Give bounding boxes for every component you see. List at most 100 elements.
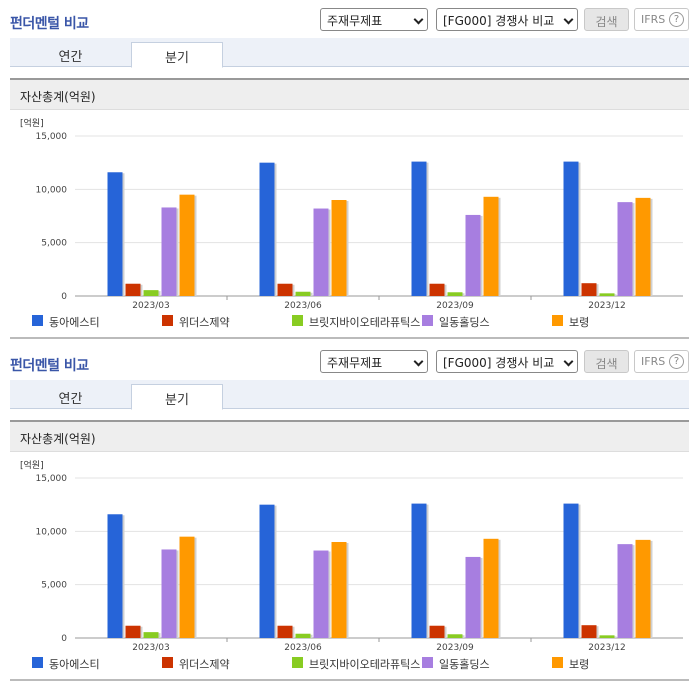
- search-button[interactable]: 검색: [584, 8, 629, 31]
- y-tick-label: 10,000: [36, 527, 68, 537]
- bar: [429, 625, 445, 638]
- period-tabs: 연간 분기: [10, 380, 689, 410]
- legend-label: 동아에스티: [49, 316, 100, 329]
- chart-svg: [억원] 0 5,000 10,000 15,000 2023/03 2023/06 2023…: [20, 459, 683, 653]
- bar: [277, 283, 293, 296]
- compare-select[interactable]: [FG000] 경쟁사 비교: [436, 8, 578, 31]
- bar: [161, 207, 177, 296]
- help-icon[interactable]: ?: [669, 12, 684, 27]
- legend-label: 일동홀딩스: [439, 658, 490, 671]
- legend-label: 보령: [569, 316, 590, 329]
- y-tick-label: 5,000: [41, 239, 67, 249]
- compare-select-value: [FG000] 경쟁사 비교: [443, 356, 555, 370]
- bar: [179, 536, 195, 638]
- legend-label: 동아에스티: [49, 658, 100, 671]
- chart-svg: [억원] 0 5,000 10,000 15,000 2023/03 2023/06 2023…: [20, 117, 683, 311]
- bar: [411, 503, 427, 638]
- bar: [313, 550, 329, 638]
- legend-swatch: [162, 657, 173, 668]
- bar: [465, 556, 481, 638]
- panel-title: 펀더멘털 비교: [10, 16, 89, 32]
- bar: [143, 632, 159, 638]
- panel-title: 펀더멘털 비교: [10, 358, 89, 374]
- y-tick-label: 0: [61, 292, 67, 302]
- bar: [635, 539, 651, 638]
- chevron-down-icon: [413, 356, 424, 367]
- fundamental-panel-1: 펀더멘털 비교 주재무제표 [FG000] 경쟁사 비교 검색 IFRS ? 연…: [10, 8, 689, 339]
- x-tick-label: 2023/03: [132, 643, 169, 653]
- unit-label: [억원]: [20, 117, 44, 129]
- bar: [125, 625, 141, 638]
- legend-label: 보령: [569, 658, 590, 671]
- ifrs-button[interactable]: IFRS ?: [634, 8, 689, 31]
- x-tick-label: 2023/12: [588, 301, 625, 311]
- bar: [411, 161, 427, 296]
- help-icon[interactable]: ?: [669, 354, 684, 369]
- bar: [483, 538, 499, 638]
- bar: [447, 292, 463, 296]
- x-tick-label: 2023/06: [284, 301, 322, 311]
- divider: [10, 679, 689, 681]
- bar: [429, 283, 445, 296]
- y-tick-label: 10,000: [36, 185, 68, 195]
- legend-swatch: [292, 315, 303, 326]
- legend-swatch: [32, 657, 43, 668]
- chevron-down-icon: [413, 14, 424, 25]
- unit-label: [억원]: [20, 459, 44, 471]
- search-button[interactable]: 검색: [584, 350, 629, 373]
- x-tick-label: 2023/09: [436, 301, 474, 311]
- bar: [143, 290, 159, 296]
- legend-swatch: [422, 315, 433, 326]
- chevron-down-icon: [563, 14, 574, 25]
- statement-select-value: 주재무제표: [327, 14, 383, 28]
- bar: [107, 514, 123, 638]
- bar: [331, 542, 347, 638]
- bar: [295, 291, 311, 296]
- divider: [10, 337, 689, 339]
- compare-select-value: [FG000] 경쟁사 비교: [443, 14, 555, 28]
- x-tick-label: 2023/03: [132, 301, 169, 311]
- bar: [259, 504, 275, 638]
- legend-label: 일동홀딩스: [439, 316, 490, 329]
- bar: [581, 283, 597, 296]
- asset-bar-chart: [억원] 0 5,000 10,000 15,000 2023/03 2023/06 2023…: [10, 455, 689, 680]
- statement-select[interactable]: 주재무제표: [320, 350, 428, 373]
- bar: [161, 549, 177, 638]
- compare-select[interactable]: [FG000] 경쟁사 비교: [436, 350, 578, 373]
- bar: [563, 503, 579, 638]
- bar: [617, 544, 633, 638]
- bar: [259, 162, 275, 296]
- section-title: 자산총계(억원): [10, 78, 689, 110]
- ifrs-button[interactable]: IFRS ?: [634, 350, 689, 373]
- ifrs-label: IFRS: [641, 13, 666, 26]
- statement-select-value: 주재무제표: [327, 356, 383, 370]
- bar: [563, 161, 579, 296]
- bar: [581, 625, 597, 638]
- y-tick-label: 5,000: [41, 581, 67, 591]
- legend-swatch: [162, 315, 173, 326]
- bar: [179, 194, 195, 296]
- bar: [313, 208, 329, 296]
- fundamental-panel-2: 펀더멘털 비교 주재무제표 [FG000] 경쟁사 비교 검색 IFRS ? 연…: [0, 342, 696, 684]
- tab-annual[interactable]: 연간: [58, 50, 83, 65]
- x-tick-label: 2023/06: [284, 643, 322, 653]
- tab-quarterly[interactable]: 분기: [131, 42, 223, 68]
- bar: [483, 196, 499, 296]
- asset-bar-chart: [억원] 0 5,000 10,000 15,000 2023/03 2023/06 2023…: [10, 113, 689, 338]
- bar: [617, 202, 633, 296]
- bar: [447, 634, 463, 638]
- bar: [295, 633, 311, 638]
- legend-swatch: [552, 315, 563, 326]
- bar: [599, 635, 615, 638]
- bar: [465, 214, 481, 296]
- bar: [107, 172, 123, 296]
- bar: [635, 197, 651, 296]
- tab-annual[interactable]: 연간: [58, 392, 83, 407]
- y-tick-label: 0: [61, 634, 67, 644]
- ifrs-label: IFRS: [641, 355, 666, 368]
- legend-swatch: [552, 657, 563, 668]
- x-tick-label: 2023/12: [588, 643, 625, 653]
- legend-label: 브릿지바이오테라퓨틱스: [309, 316, 421, 329]
- tab-quarterly[interactable]: 분기: [131, 384, 223, 410]
- statement-select[interactable]: 주재무제표: [320, 8, 428, 31]
